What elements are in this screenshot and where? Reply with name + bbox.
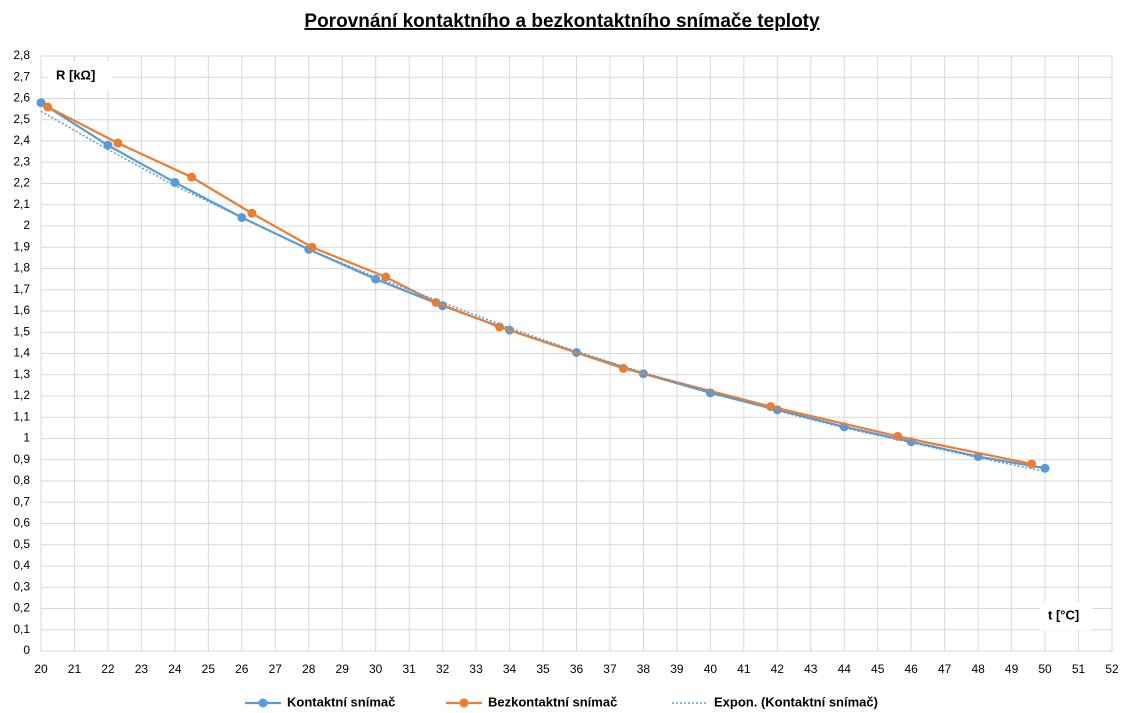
data-point [371, 274, 381, 284]
x-tick-label: 47 [938, 662, 952, 676]
data-point [618, 363, 628, 373]
y-tick-label: 2 [23, 218, 30, 232]
y-tick-label: 1,4 [13, 346, 30, 360]
y-tick-label: 2,8 [13, 48, 30, 62]
y-tick-label: 1,9 [13, 239, 30, 253]
x-tick-label: 46 [905, 662, 919, 676]
x-tick-label: 23 [135, 662, 149, 676]
legend-label: Kontaktní snímač [287, 694, 395, 709]
x-tick-label: 32 [436, 662, 450, 676]
x-label-box [1040, 602, 1092, 630]
data-point [495, 322, 505, 332]
y-tick-label: 0,7 [13, 494, 30, 508]
plot-area [36, 98, 1050, 473]
y-tick-label: 0,2 [13, 601, 30, 615]
legend-marker [459, 698, 469, 708]
y-tick-label: 0,9 [13, 452, 30, 466]
legend-marker [258, 698, 268, 708]
series-line [47, 106, 1032, 466]
x-tick-label: 25 [202, 662, 216, 676]
x-tick-label: 42 [771, 662, 785, 676]
y-tick-label: 0,6 [13, 516, 30, 530]
x-tick-label: 39 [670, 662, 684, 676]
x-tick-label: 22 [101, 662, 115, 676]
x-tick-label: 49 [1005, 662, 1019, 676]
x-tick-label: 43 [804, 662, 818, 676]
y-tick-label: 1,3 [13, 367, 30, 381]
x-tick-label: 29 [336, 662, 350, 676]
data-point [431, 298, 441, 307]
data-point [103, 140, 113, 150]
x-tick-label: 37 [603, 662, 617, 676]
x-tick-label: 21 [68, 662, 82, 676]
x-tick-label: 24 [168, 662, 182, 676]
x-tick-label: 20 [34, 662, 48, 676]
y-tick-label: 2,5 [13, 112, 30, 126]
data-point [187, 172, 197, 182]
x-tick-label: 28 [302, 662, 316, 676]
x-tick-label: 41 [737, 662, 751, 676]
x-tick-label: 40 [704, 662, 718, 676]
series-line [40, 110, 1046, 473]
data-point [237, 213, 247, 222]
y-axis-label: R [kΩ] [56, 67, 95, 82]
legend-label: Expon. (Kontaktní snímač) [714, 694, 878, 709]
x-tick-label: 44 [838, 662, 852, 676]
x-tick-label: 26 [235, 662, 249, 676]
y-tick-label: 0,5 [13, 537, 30, 551]
x-tick-label: 27 [269, 662, 283, 676]
y-tick-label: 1,1 [13, 409, 30, 423]
y-tick-label: 0,1 [13, 622, 30, 636]
data-point [307, 242, 317, 252]
data-point [1027, 459, 1037, 469]
data-point [170, 177, 180, 187]
y-tick-label: 2,1 [13, 197, 30, 211]
y-tick-label: 1,6 [13, 303, 30, 317]
grid [40, 55, 1113, 652]
y-tick-label: 0,3 [13, 579, 30, 593]
x-tick-label: 31 [402, 662, 416, 676]
x-tick-label: 30 [369, 662, 383, 676]
y-tick-label: 1,7 [13, 282, 30, 296]
x-tick-label: 45 [871, 662, 885, 676]
x-axis-label: t [°C] [1048, 607, 1079, 622]
chart-title: Porovnání kontaktního a bezkontaktního s… [304, 11, 820, 32]
y-tick-label: 0,4 [13, 558, 30, 572]
y-tick-label: 1,8 [13, 261, 30, 275]
y-tick-label: 2,3 [13, 154, 30, 168]
x-tick-label: 38 [637, 662, 651, 676]
y-tick-label: 2,4 [13, 133, 30, 147]
y-tick-label: 1,2 [13, 388, 30, 402]
x-tick-label: 33 [469, 662, 483, 676]
x-tick-label: 52 [1105, 662, 1119, 676]
y-tick-label: 0,8 [13, 473, 30, 487]
y-tick-label: 2,6 [13, 91, 30, 105]
x-tick-label: 36 [570, 662, 584, 676]
y-tick-label: 2,2 [13, 176, 30, 190]
data-point [43, 102, 53, 112]
y-tick-label: 1,5 [13, 324, 30, 338]
y-label-box [48, 62, 112, 90]
data-point [36, 98, 46, 108]
x-tick-label: 50 [1038, 662, 1052, 676]
data-point [113, 138, 123, 148]
data-point [247, 208, 257, 218]
legend-label: Bezkontaktní snímač [488, 694, 617, 709]
x-tick-label: 35 [536, 662, 550, 676]
x-tick-label: 48 [971, 662, 985, 676]
x-tick-label: 51 [1072, 662, 1086, 676]
x-tick-label: 34 [503, 662, 517, 676]
y-tick-label: 0 [23, 643, 30, 657]
y-tick-label: 2,7 [13, 69, 30, 83]
y-tick-label: 1 [23, 431, 30, 445]
data-point [893, 431, 903, 441]
